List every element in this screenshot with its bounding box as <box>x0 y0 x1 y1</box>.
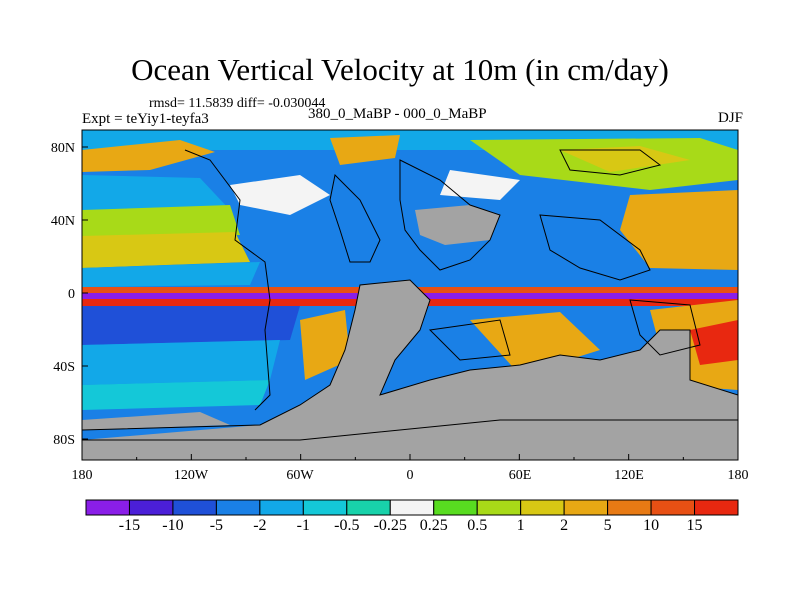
colorbar-swatch <box>389 499 435 516</box>
experiment-label: Expt = teYiy1-teyfa3 <box>82 111 209 127</box>
field-south-teal <box>82 380 270 410</box>
axis-ticks <box>81 146 739 460</box>
coast-south-continent <box>82 279 738 431</box>
field-midlat-orange <box>620 190 738 270</box>
colorbar-swatch <box>607 499 652 516</box>
land-north-block <box>415 205 500 245</box>
colorbar-label: 5 <box>603 517 612 534</box>
colorbar-swatch <box>215 499 261 516</box>
y-tick-80s: 80S <box>53 433 75 448</box>
colorbar-swatch <box>694 499 739 516</box>
x-tick-180w: 180 <box>71 468 93 483</box>
field-north-orange-e <box>330 135 400 165</box>
field-south-cyan <box>82 340 280 385</box>
coast-central-north <box>329 173 381 263</box>
colorbar-label: -15 <box>118 517 141 534</box>
y-tick-eq: 0 <box>68 287 75 302</box>
colorbar-swatch <box>172 499 217 516</box>
field-north-orange-w <box>82 140 215 172</box>
field-south-red <box>690 320 738 365</box>
velocity-field <box>82 130 738 460</box>
colorbar-swatch <box>650 499 696 516</box>
colorbar-swatch <box>520 499 565 516</box>
colorbar-label: -1 <box>296 517 310 534</box>
colorbar-label: 1 <box>516 517 525 534</box>
field-north-white-2 <box>440 170 520 200</box>
field-north-yellow <box>560 146 690 172</box>
colorbar-label: -10 <box>162 517 184 534</box>
colorbar <box>85 499 739 516</box>
land-supercontinent <box>82 280 738 460</box>
stats-label: rmsd= 11.5839 diff= -0.030044 <box>149 96 326 111</box>
x-tick-60w: 60W <box>286 468 314 483</box>
coast-west-continent <box>184 149 271 411</box>
colorbar-label: 0.5 <box>467 517 488 534</box>
field-midlat-yellow <box>82 232 250 268</box>
colorbar-label: -0.5 <box>334 517 360 534</box>
x-tick-120e: 120E <box>614 468 644 483</box>
colorbar-label: 10 <box>643 517 660 534</box>
y-tick-40n: 40N <box>50 214 75 229</box>
field-midlat-green <box>82 205 240 240</box>
colorbar-label: 15 <box>686 517 703 534</box>
colorbar-label: 2 <box>560 517 569 534</box>
colorbar-label: -0.25 <box>373 517 407 534</box>
colorbar-label: -5 <box>209 517 224 534</box>
field-south-orange-w <box>300 310 350 380</box>
y-tick-40s: 40S <box>53 360 75 375</box>
y-tick-80n: 80N <box>50 141 75 156</box>
field-north-cyan <box>82 175 230 215</box>
colorbar-swatch <box>302 499 348 516</box>
x-tick-120w: 120W <box>173 468 209 483</box>
coast-east-island <box>629 299 701 356</box>
colorbar-swatch <box>85 499 130 516</box>
colorbar-swatch <box>128 499 174 516</box>
colorbar-swatch <box>476 499 522 516</box>
land-west-strip <box>82 412 230 430</box>
coastlines <box>82 149 738 441</box>
coast-far-north <box>559 149 662 176</box>
period-label: 380_0_MaBP - 000_0_MaBP <box>308 106 487 122</box>
season-label: DJF <box>717 110 743 126</box>
field-south-blue <box>82 306 300 345</box>
plot-title: Ocean Vertical Velocity at 10m (in cm/da… <box>131 52 669 87</box>
coast-central-island <box>428 319 511 361</box>
x-tick-0: 0 <box>406 468 414 483</box>
colorbar-label: -2 <box>253 517 267 534</box>
field-subtrop-cyan <box>82 262 260 287</box>
colorbar-swatch <box>563 499 609 516</box>
colorbar-swatch <box>346 499 391 516</box>
colorbar-swatch <box>433 499 478 516</box>
colorbar-label: 0.25 <box>419 517 448 534</box>
x-tick-60e: 60E <box>508 468 532 483</box>
coast-south-margin <box>82 419 738 441</box>
colorbar-swatch <box>259 499 304 516</box>
coast-east-continent <box>539 214 651 281</box>
field-north-white-1 <box>230 175 330 215</box>
x-tick-180e: 180 <box>727 468 749 483</box>
coast-north-continent <box>399 159 501 271</box>
